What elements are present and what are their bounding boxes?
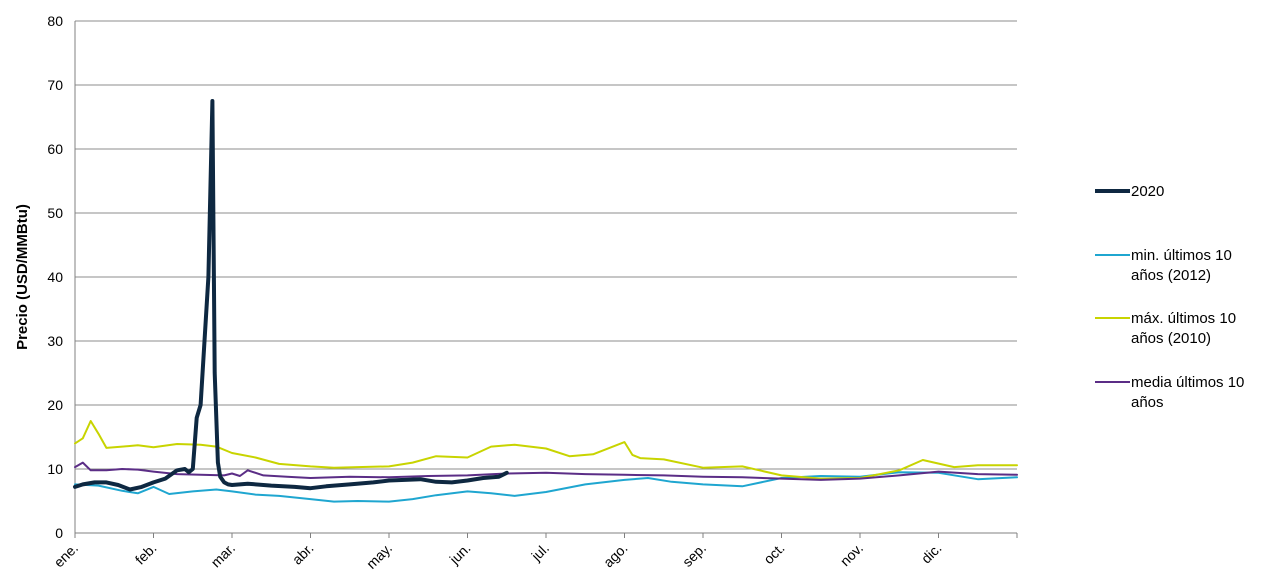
x-tick-label: jul. xyxy=(527,540,552,565)
y-tick-label: 40 xyxy=(47,269,63,285)
series-lines xyxy=(73,99,1018,503)
x-tick-label: ene. xyxy=(51,540,82,571)
x-tick-label: sep. xyxy=(679,540,709,570)
y-tick-labels: 0 10 20 30 40 50 60 70 80 xyxy=(47,13,63,541)
legend-label: máx. últimos 10 años (2010) xyxy=(1131,310,1236,347)
y-tick-label: 20 xyxy=(47,397,63,413)
y-tick-label: 50 xyxy=(47,205,63,221)
x-tick-label: ago. xyxy=(600,540,631,571)
x-tick-label: may. xyxy=(363,540,395,572)
legend-label: 2020 xyxy=(1131,183,1164,200)
series-line-0 xyxy=(73,99,509,492)
gridlines xyxy=(75,20,1017,470)
y-tick-label: 30 xyxy=(47,333,63,349)
x-tick-label: abr. xyxy=(289,540,317,568)
legend-label: media últimos 10 años xyxy=(1131,374,1244,411)
x-tick-label: oct. xyxy=(760,540,787,567)
legend-label: min. últimos 10 años (2012) xyxy=(1131,247,1232,284)
y-axis-title: Precio (USD/MMBtu) xyxy=(14,204,31,350)
x-tick-label: mar. xyxy=(208,540,239,571)
series-line-3 xyxy=(74,461,1018,481)
y-tick-label: 10 xyxy=(47,461,63,477)
y-tick-label: 80 xyxy=(47,13,63,29)
x-tick-label: jun. xyxy=(446,540,474,568)
x-tick-label: dic. xyxy=(918,540,945,567)
y-tick-label: 70 xyxy=(47,77,63,93)
y-tick-label: 0 xyxy=(55,525,63,541)
legend: 2020 min. últimos 10 años (2012) máx. últim… xyxy=(1095,183,1244,411)
x-tick-label: feb. xyxy=(132,540,160,568)
y-tick-label: 60 xyxy=(47,141,63,157)
series-line-2 xyxy=(74,420,1018,480)
x-tick-label: nov. xyxy=(837,540,866,569)
x-tick-labels: ene. feb. mar. abr. may. jun. jul. ago. sep. oct.… xyxy=(51,533,1018,572)
